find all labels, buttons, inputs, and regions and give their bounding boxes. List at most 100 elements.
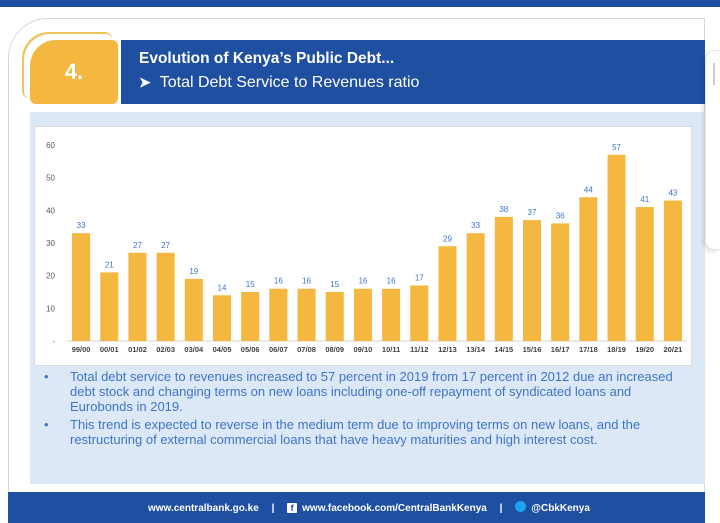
website-link[interactable]: www.centralbank.go.ke [148,503,259,514]
x-tick-label: 15/16 [523,345,542,354]
bar [269,288,288,341]
x-tick-label: 02/03 [156,345,175,354]
bar [156,252,175,341]
bar [551,223,570,341]
y-tick-label: - [52,337,55,346]
bar [494,216,513,341]
top-rule [0,0,720,7]
data-label: 16 [358,277,367,286]
x-tick-label: 00/01 [100,345,119,354]
x-tick-label: 20/21 [664,345,683,354]
y-tick-label: 50 [46,174,55,183]
footer-separator: | [271,503,275,514]
x-tick-label: 11/12 [410,345,428,354]
x-tick-label: 16/17 [551,345,570,354]
slide-title: Evolution of Kenya’s Public Debt... [139,50,395,67]
x-tick-label: 09/10 [354,345,373,354]
data-label: 43 [668,189,677,198]
footer-separator: | [499,503,503,514]
y-tick-label: 30 [46,239,55,248]
bar [72,233,91,341]
x-tick-label: 13/14 [466,345,486,354]
data-label: 57 [612,143,621,152]
bar [382,288,401,341]
bullet-text: Total debt service to revenues increased… [70,369,673,414]
bar [353,288,372,341]
bullet-list: • Total debt service to revenues increas… [44,369,692,450]
bar [607,154,626,341]
bar-chart: - 10 20 30 40 50 60 33 99/00 21 00/01 27 01/02 27 02/0… [46,141,687,354]
side-card-mark [713,63,715,85]
x-tick-label: 14/15 [494,345,513,354]
slide-subtitle-row: ➤ Total Debt Service to Revenues ratio [139,74,419,92]
bar [100,272,119,341]
bar [438,246,457,341]
data-label: 33 [471,221,480,230]
bar [325,292,344,341]
x-tick-label: 08/09 [325,345,344,354]
x-tick-label: 03/04 [184,345,204,354]
data-label: 36 [556,211,565,220]
bar [410,285,429,341]
facebook-link[interactable]: www.facebook.com/CentralBankKenya [302,503,487,514]
bar [522,220,542,341]
bar [212,295,232,341]
data-label: 15 [246,280,255,289]
data-label: 17 [415,273,424,282]
x-tick-label: 06/07 [269,345,288,354]
chart-area: - 10 20 30 40 50 60 33 99/00 21 00/01 27 01/02 27 02/0… [34,126,692,366]
bullet-icon: • [44,417,49,432]
data-label: 41 [640,195,649,204]
y-tick-label: 10 [46,304,55,313]
bar [579,197,598,341]
bar [466,233,485,341]
x-tick-label: 19/20 [635,345,654,354]
bar [635,207,654,341]
x-tick-label: 10/11 [382,345,400,354]
data-label: 44 [584,185,593,194]
bar [241,292,260,341]
data-label: 16 [302,277,311,286]
y-tick-label: 20 [46,272,55,281]
bullet-text: This trend is expected to reverse in the… [70,417,641,447]
facebook-icon: f [287,503,298,513]
x-tick-label: 17/18 [579,345,598,354]
data-label: 37 [528,208,537,217]
twitter-icon [515,501,527,512]
bar [184,278,203,341]
data-label: 38 [499,205,508,214]
bullet-item: • Total debt service to revenues increas… [44,369,692,414]
x-tick-label: 07/08 [297,345,316,354]
x-tick-label: 04/05 [213,345,232,354]
data-label: 16 [274,277,283,286]
bullet-icon: • [44,369,49,384]
data-label: 21 [105,260,114,269]
data-label: 33 [77,221,86,230]
data-label: 27 [161,241,170,250]
data-label: 19 [189,267,198,276]
twitter-link[interactable]: @CbkKenya [531,503,590,514]
x-tick-label: 12/13 [438,345,457,354]
x-tick-label: 99/00 [72,345,91,354]
bullet-item: • This trend is expected to reverse in t… [44,417,692,447]
x-tick-label: 18/19 [607,345,626,354]
slide-subtitle: Total Debt Service to Revenues ratio [159,74,420,91]
x-tick-label: 01/02 [128,345,147,354]
data-label: 16 [387,277,396,286]
data-label: 29 [443,234,452,243]
footer-bar: www.centralbank.go.ke | f www.facebook.co… [8,492,705,523]
x-tick-label: 05/06 [241,345,260,354]
slide-number: 4. [64,59,84,84]
data-label: 15 [330,280,339,289]
side-card-edge [705,50,720,250]
footer-links: www.centralbank.go.ke | f www.facebook.co… [148,501,590,514]
header-band: Evolution of Kenya’s Public Debt... ➤ Tot… [121,40,705,104]
bar [297,288,316,341]
y-tick-label: 40 [46,206,55,215]
data-label: 14 [218,283,227,292]
bar [128,252,147,341]
chevron-right-icon: ➤ [139,74,151,90]
slide-number-badge: 4. [30,40,118,104]
data-label: 27 [133,241,142,250]
y-tick-label: 60 [46,141,55,150]
